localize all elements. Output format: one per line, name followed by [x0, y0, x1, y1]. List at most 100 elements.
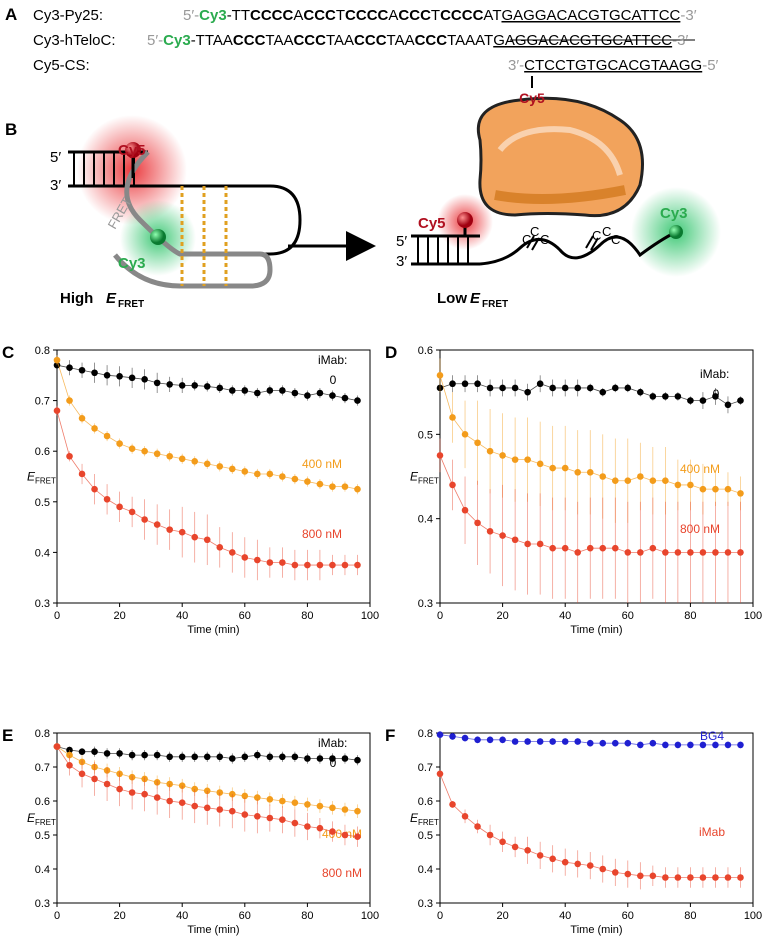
point: [699, 874, 707, 881]
point: [266, 814, 274, 822]
diagram-label: C: [540, 232, 549, 247]
point: [586, 862, 594, 869]
sequence-part: CCC: [415, 32, 448, 49]
point: [486, 528, 494, 535]
point: [329, 828, 336, 835]
point: [674, 481, 682, 489]
point: [304, 823, 311, 830]
point: [561, 384, 569, 392]
point: [574, 468, 582, 476]
point: [712, 485, 719, 493]
point: [637, 388, 644, 396]
point: [254, 389, 261, 397]
series-label: 400 nM: [302, 457, 342, 471]
point: [316, 755, 324, 762]
point: [674, 393, 682, 400]
point: [91, 369, 98, 377]
point: [166, 753, 173, 761]
point: [191, 533, 199, 541]
point: [674, 549, 682, 556]
point: [662, 393, 669, 400]
panel-label: A: [5, 5, 17, 24]
point: [78, 366, 86, 374]
point: [116, 503, 123, 511]
sequence-part: 3′-: [508, 57, 524, 74]
x-axis-label: Time (min): [570, 924, 622, 936]
point: [78, 415, 86, 422]
y-tick-label: 0.5: [35, 830, 50, 842]
point: [279, 753, 286, 761]
x-tick-label: 60: [622, 610, 634, 622]
point: [474, 439, 481, 447]
point: [153, 521, 161, 528]
sequence-part: GAGGACACGTGCATTCC: [501, 7, 680, 24]
point: [203, 383, 211, 390]
diagram-label: Cy5: [418, 215, 446, 232]
point: [178, 455, 186, 463]
point: [699, 397, 707, 404]
point: [128, 789, 136, 796]
point: [662, 549, 669, 556]
point: [461, 734, 469, 742]
point: [316, 802, 324, 810]
x-tick-label: 100: [361, 910, 379, 922]
diagram-label: High: [60, 290, 93, 307]
point: [586, 384, 594, 392]
point: [511, 738, 519, 745]
sequence-part: -3′: [680, 7, 696, 24]
point: [141, 447, 148, 455]
x-tick-label: 80: [684, 610, 696, 622]
point: [737, 490, 744, 497]
point: [687, 549, 694, 556]
point: [316, 480, 324, 488]
point: [662, 874, 669, 881]
point: [254, 813, 261, 820]
point: [354, 561, 361, 569]
point: [178, 528, 186, 536]
sequence-part: CTCCTGTGCACGTAAGG: [524, 57, 702, 74]
legend-title: iMab:: [318, 353, 347, 367]
point: [304, 392, 311, 399]
point: [78, 770, 86, 778]
point: [279, 797, 286, 805]
point: [486, 831, 494, 839]
point: [699, 549, 707, 556]
point: [116, 750, 123, 757]
point: [153, 751, 161, 759]
point: [649, 739, 657, 747]
point: [449, 801, 456, 808]
point: [241, 387, 249, 394]
point: [611, 869, 619, 876]
diagram-label: C: [592, 228, 601, 243]
point: [228, 465, 236, 473]
point: [662, 741, 669, 749]
series-label: BG4: [700, 729, 724, 743]
point: [524, 540, 531, 548]
point: [461, 380, 469, 388]
point: [499, 532, 506, 539]
diagram-label: FRET: [118, 299, 144, 310]
point: [724, 874, 732, 881]
point: [586, 739, 594, 747]
point: [436, 731, 444, 738]
y-tick-label: 0.4: [35, 547, 50, 559]
sequence-part: CCC: [398, 7, 431, 24]
point: [474, 823, 481, 830]
point: [203, 460, 211, 468]
point: [699, 485, 707, 493]
point: [316, 561, 324, 569]
diagram-label: FRET: [482, 299, 508, 310]
sequence-part: TAA: [326, 32, 354, 49]
y-tick-label: 0.8: [35, 728, 50, 740]
sequence-part: -3′: [672, 32, 688, 49]
point: [304, 801, 311, 808]
x-tick-label: 60: [239, 610, 251, 622]
x-tick-label: 100: [744, 910, 762, 922]
point: [103, 372, 111, 379]
sequence-part: CCC: [233, 32, 266, 49]
diagram-label: C: [611, 232, 620, 247]
sequence-part: Cy3: [163, 32, 191, 49]
x-tick-label: 0: [54, 610, 60, 622]
point: [737, 874, 744, 881]
